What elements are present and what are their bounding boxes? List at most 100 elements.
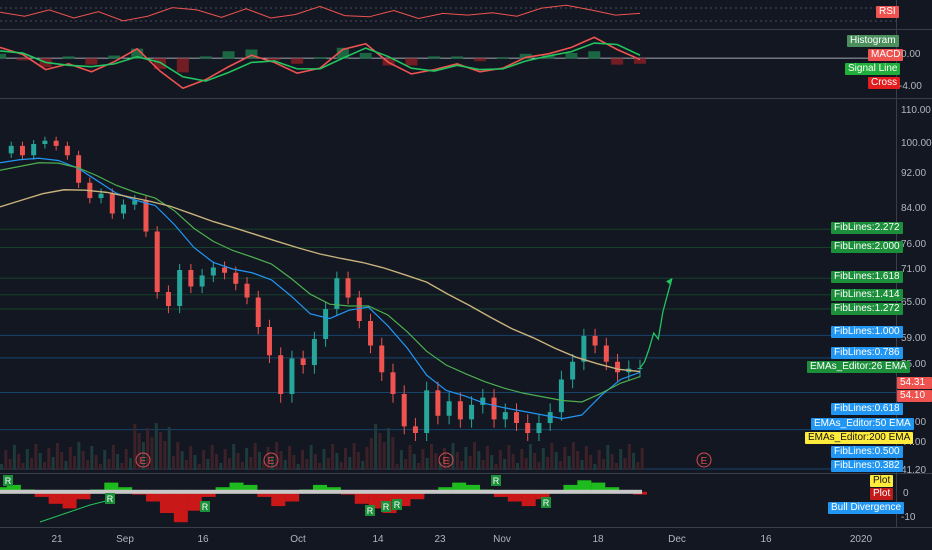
macd-histogram-bar	[245, 49, 258, 59]
volume-bar	[318, 463, 322, 470]
volume-bar	[223, 449, 227, 470]
fib-label-1000[interactable]: FibLines:1.000	[831, 326, 903, 338]
earnings-marker-label: E	[443, 456, 450, 467]
volume-bar	[141, 442, 145, 470]
oscillator-bar	[118, 487, 133, 493]
macd-histogram-bar	[176, 58, 189, 73]
volume-bar	[30, 458, 34, 470]
candle-body	[356, 297, 362, 321]
fib-label-2000[interactable]: FibLines:2.000	[831, 241, 903, 253]
divergence-marker-label: R	[107, 494, 114, 504]
volume-bar	[627, 444, 631, 470]
candle-body	[233, 272, 239, 284]
oscillator-bar	[605, 487, 620, 493]
fib-label-0500[interactable]: FibLines:0.500	[831, 446, 903, 458]
oscillator-bar	[271, 491, 286, 507]
fib-label-2272[interactable]: FibLines:2.272	[831, 222, 903, 234]
volume-bar	[116, 454, 120, 470]
candle-body	[390, 372, 396, 394]
volume-bar	[266, 447, 270, 470]
volume-bar	[0, 464, 3, 470]
volume-bar	[232, 444, 236, 470]
divergence-marker-box	[3, 475, 13, 486]
volume-bar	[533, 453, 537, 470]
x-tick-label: Nov	[493, 534, 511, 545]
candle-body	[412, 426, 418, 433]
macd-histogram-bar	[268, 58, 281, 61]
volume-bar	[481, 460, 485, 470]
oscillator-bar	[215, 487, 230, 493]
oscillator-bar	[313, 484, 327, 493]
oscillator-bar	[76, 491, 91, 500]
candle-body	[581, 336, 587, 362]
volume-bar	[417, 463, 421, 470]
fib-label-0618[interactable]: FibLines:0.618	[831, 403, 903, 415]
fib-label-0786[interactable]: FibLines:0.786	[831, 347, 903, 359]
candle-body	[401, 394, 407, 427]
volume-bar	[382, 442, 386, 470]
ema26-label[interactable]: EMAs_Editor:26 EMA	[807, 361, 910, 373]
volume-bar	[129, 458, 132, 470]
candle-body	[480, 397, 486, 405]
volume-bar	[447, 457, 451, 470]
volume-bar	[451, 443, 455, 470]
candle-body	[491, 397, 497, 420]
macd-signal-legend[interactable]: Signal Line	[845, 63, 901, 75]
divergence-marker-label: R	[543, 498, 550, 508]
fib-label-0382[interactable]: FibLines:0.382	[831, 460, 903, 472]
candle-body	[199, 275, 205, 287]
oscillator-separator[interactable]	[0, 527, 932, 528]
oscillator-bar	[410, 491, 425, 500]
oscillator-bar	[0, 487, 7, 493]
divergence-marker-label: R	[202, 502, 209, 512]
candle-body	[311, 339, 317, 365]
macd-cross-legend[interactable]: Cross	[868, 77, 901, 89]
volume-bar	[593, 464, 597, 470]
ema50-label[interactable]: EMAs_Editor:50 EMA	[811, 418, 914, 430]
macd-histogram-legend[interactable]: Histogram	[847, 35, 899, 47]
macd-separator[interactable]	[0, 98, 932, 99]
volume-bar	[589, 455, 593, 470]
candle-body	[300, 358, 306, 365]
oscillator-bar	[173, 491, 188, 523]
last-price-label[interactable]: 54.31	[897, 377, 932, 389]
price-y-tick: 84.00	[901, 203, 927, 214]
fib-label-1414[interactable]: FibLines:1.414	[831, 289, 903, 301]
fib-label-1618[interactable]: FibLines:1.618	[831, 271, 903, 283]
oscillator-zero-band	[0, 489, 642, 494]
volume-bar	[606, 445, 610, 470]
price-separator[interactable]	[0, 473, 932, 474]
candle-body	[379, 345, 385, 373]
divergence-marker-box	[200, 501, 210, 512]
candle-body	[266, 327, 272, 356]
volume-bar	[73, 456, 77, 470]
macd-line-legend[interactable]: MACD	[868, 49, 904, 61]
osc-bull-div-legend[interactable]: Bull Divergence	[828, 502, 905, 514]
oscillator-bar	[201, 491, 216, 497]
fib-label-1272[interactable]: FibLines:1.272	[831, 303, 903, 315]
volume-bar	[614, 463, 618, 470]
volume-bar	[159, 432, 163, 470]
volume-bar	[559, 461, 562, 470]
macd-histogram-bar	[542, 55, 555, 59]
osc-plot-legend-1[interactable]: Plot	[870, 475, 894, 487]
prev-price-label[interactable]: 54.10	[897, 390, 932, 402]
osc-plot-legend-2[interactable]: Plot	[870, 488, 894, 500]
macd-histogram-bar	[62, 56, 75, 59]
volume-bar	[554, 452, 558, 470]
candle-body	[8, 145, 14, 154]
price-y-tick: 110.00	[901, 105, 931, 116]
volume-bar	[197, 464, 201, 470]
volume-bar	[38, 453, 42, 470]
volume-bar	[146, 428, 150, 470]
volume-bar	[12, 445, 16, 470]
ema200-label[interactable]: EMAs_Editor:200 EMA	[805, 432, 914, 444]
candle-body	[132, 200, 138, 205]
volume-bar	[77, 442, 81, 470]
volume-bar	[270, 456, 274, 470]
rsi-separator[interactable]	[0, 29, 932, 30]
macd-histogram-bar	[474, 58, 486, 62]
rsi-legend[interactable]: RSI	[876, 6, 899, 18]
